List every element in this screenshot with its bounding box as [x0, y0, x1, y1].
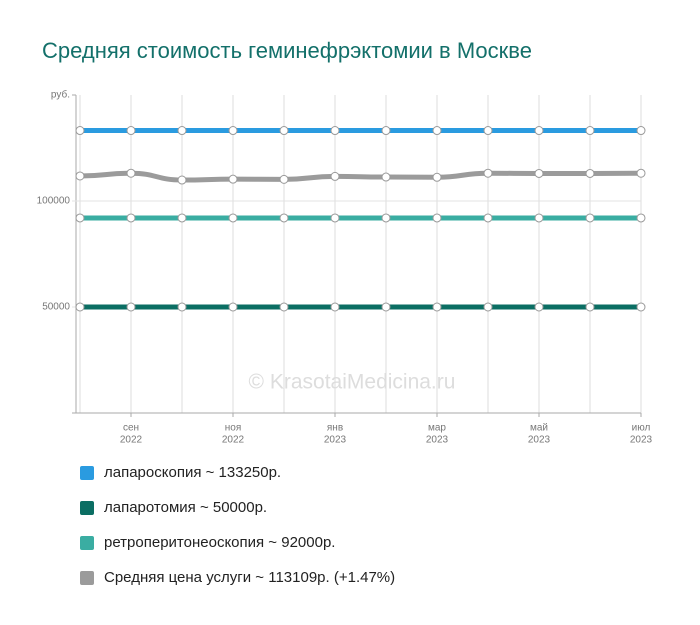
point	[330, 171, 340, 181]
point	[585, 302, 595, 312]
x-tick-label: янв	[327, 423, 343, 434]
point	[126, 213, 136, 223]
point	[381, 172, 391, 182]
x-tick-label: сен	[123, 423, 139, 434]
point	[279, 302, 289, 312]
legend-swatch	[80, 536, 94, 550]
point	[330, 126, 340, 136]
x-tick-label: ноя	[225, 423, 242, 434]
x-tick-year: 2023	[528, 435, 551, 446]
point	[177, 126, 187, 136]
point	[483, 126, 493, 136]
y-unit: руб.	[51, 89, 70, 101]
point	[432, 302, 442, 312]
point	[483, 213, 493, 223]
point	[75, 126, 85, 136]
x-tick-label: июл	[632, 423, 651, 434]
legend-label: лапароскопия ~ 133250р.	[104, 464, 281, 481]
point	[381, 126, 391, 136]
point	[126, 126, 136, 136]
point	[636, 213, 646, 223]
legend-swatch	[80, 501, 94, 515]
x-tick-year: 2023	[426, 435, 449, 446]
x-tick-year: 2023	[324, 435, 347, 446]
point	[228, 126, 238, 136]
point	[330, 213, 340, 223]
watermark: © KrasotaiMedicina.ru	[249, 371, 456, 394]
x-tick-label: май	[530, 423, 548, 434]
point	[75, 213, 85, 223]
point	[483, 168, 493, 178]
point	[177, 213, 187, 223]
point	[534, 213, 544, 223]
legend-swatch	[80, 466, 94, 480]
point	[75, 171, 85, 181]
point	[483, 302, 493, 312]
point	[279, 126, 289, 136]
point	[432, 172, 442, 182]
point	[585, 213, 595, 223]
point	[228, 213, 238, 223]
y-tick-label: 50000	[42, 302, 70, 313]
series-line	[79, 170, 642, 183]
legend-label: ретроперитонеоскопия ~ 92000р.	[104, 534, 335, 551]
point	[330, 302, 340, 312]
point	[126, 168, 136, 178]
point	[534, 126, 544, 136]
point	[381, 213, 391, 223]
x-tick-year: 2022	[120, 435, 143, 446]
point	[432, 126, 442, 136]
point	[381, 302, 391, 312]
point	[534, 302, 544, 312]
point	[636, 302, 646, 312]
point	[177, 175, 187, 185]
x-tick-label: мар	[428, 423, 446, 434]
legend-label: Средняя цена услуги ~ 113109р. (+1.47%)	[104, 569, 395, 586]
point	[585, 126, 595, 136]
point	[432, 213, 442, 223]
y-tick-label: 100000	[37, 196, 71, 207]
chart-title: Средняя стоимость геминефрэктомии в Моск…	[42, 38, 532, 63]
point	[75, 302, 85, 312]
point	[585, 168, 595, 178]
point	[279, 213, 289, 223]
point	[126, 302, 136, 312]
point	[636, 168, 646, 178]
point	[636, 126, 646, 136]
point	[228, 302, 238, 312]
point	[177, 302, 187, 312]
legend-swatch	[80, 571, 94, 585]
point	[534, 168, 544, 178]
point	[279, 174, 289, 184]
point	[228, 174, 238, 184]
x-tick-year: 2022	[222, 435, 245, 446]
legend-label: лапаротомия ~ 50000р.	[104, 499, 267, 516]
x-tick-year: 2023	[630, 435, 653, 446]
